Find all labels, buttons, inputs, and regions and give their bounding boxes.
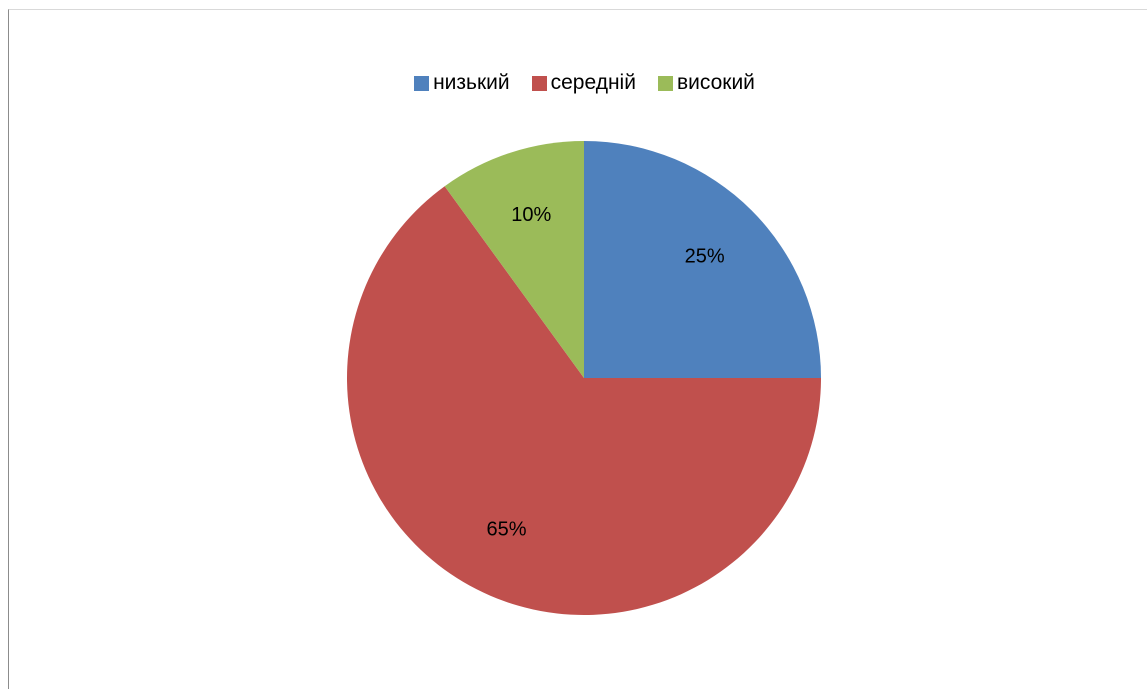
slice-high	[444, 141, 584, 378]
slice-medium	[346, 186, 821, 615]
chart-legend: низький середній високий	[0, 71, 1147, 95]
legend-item-medium: середній	[531, 71, 636, 95]
legend-swatch-medium	[531, 75, 547, 91]
data-label-low: 25%	[685, 246, 725, 268]
legend-label-high: високий	[676, 71, 755, 94]
pie-chart: 25% 65% 10%	[346, 141, 821, 615]
slice-low	[584, 141, 821, 378]
legend-item-low: низький	[414, 71, 510, 95]
legend-label-low: низький	[433, 71, 510, 94]
data-label-medium: 65%	[487, 518, 527, 540]
legend-item-high: високий	[657, 71, 755, 95]
legend-swatch-high	[657, 75, 673, 91]
pie-data-labels: 25% 65% 10%	[487, 204, 725, 540]
data-label-high: 10%	[511, 204, 551, 226]
legend-label-medium: середній	[550, 71, 636, 94]
legend-swatch-low	[414, 75, 430, 91]
chart-frame	[8, 9, 1147, 689]
pie-slices	[346, 141, 821, 615]
